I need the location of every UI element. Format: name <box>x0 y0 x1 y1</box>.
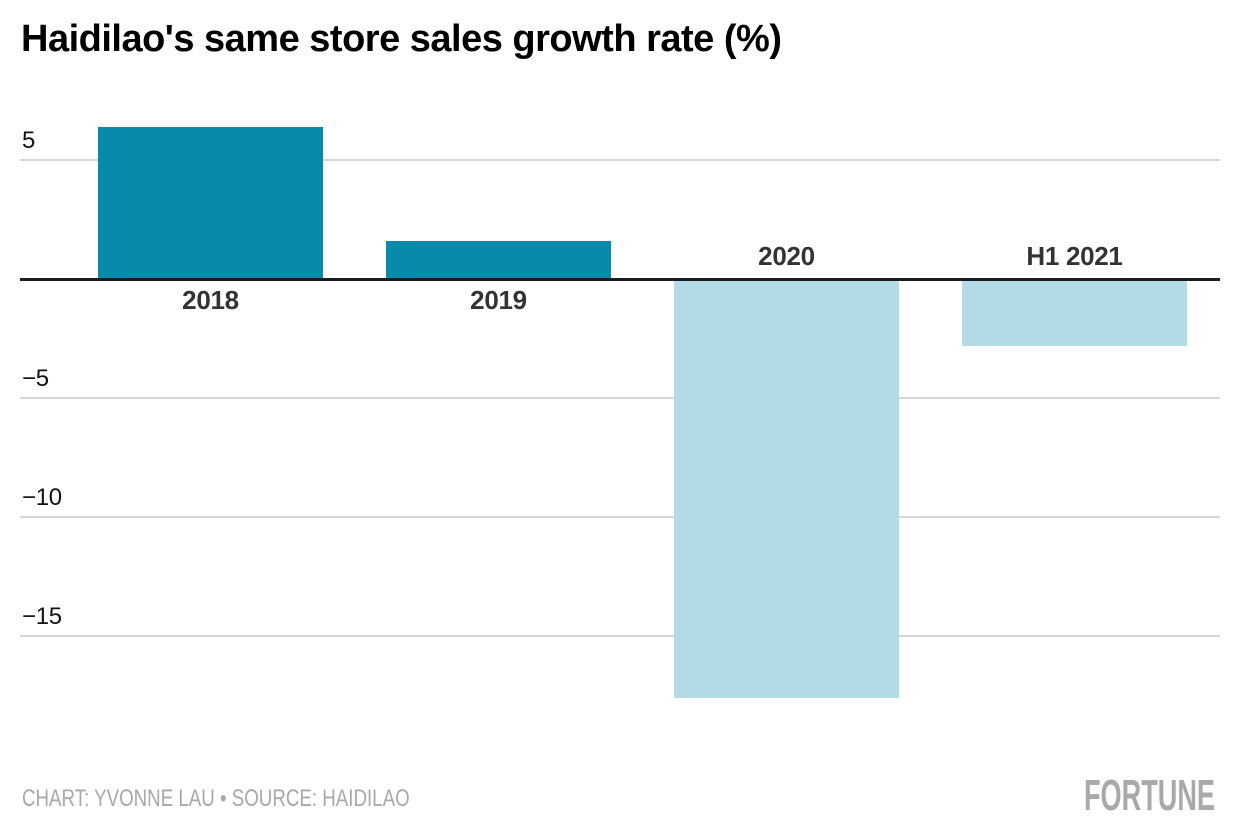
fortune-logo-text: FORTUNE <box>1084 778 1215 812</box>
y-tick-label-5: 5 <box>22 127 36 154</box>
x-category-label-2019: 2019 <box>470 285 527 315</box>
gridline--5 <box>20 397 1220 399</box>
fortune-logo: FORTUNE <box>1084 778 1215 812</box>
chart-credit: CHART: YVONNE LAU • SOURCE: HAIDILAO <box>22 785 410 812</box>
chart-title: Haidilao's same store sales growth rate … <box>21 18 782 60</box>
x-category-label-H1 2021: H1 2021 <box>1026 241 1123 271</box>
x-category-label-2020: 2020 <box>758 241 815 271</box>
y-tick-label--5: −5 <box>22 365 49 392</box>
gridline--10 <box>20 516 1220 518</box>
y-tick-label--10: −10 <box>22 484 62 511</box>
zero-axis-line <box>20 277 1220 281</box>
bar-2019 <box>386 240 611 279</box>
x-category-label-2018: 2018 <box>182 285 239 315</box>
bar-2018 <box>98 126 323 279</box>
bar-H1 2021 <box>962 279 1187 346</box>
bar-2020 <box>674 279 899 698</box>
gridline-5 <box>20 159 1220 161</box>
gridline--15 <box>20 635 1220 637</box>
y-tick-label--15: −15 <box>22 603 62 630</box>
